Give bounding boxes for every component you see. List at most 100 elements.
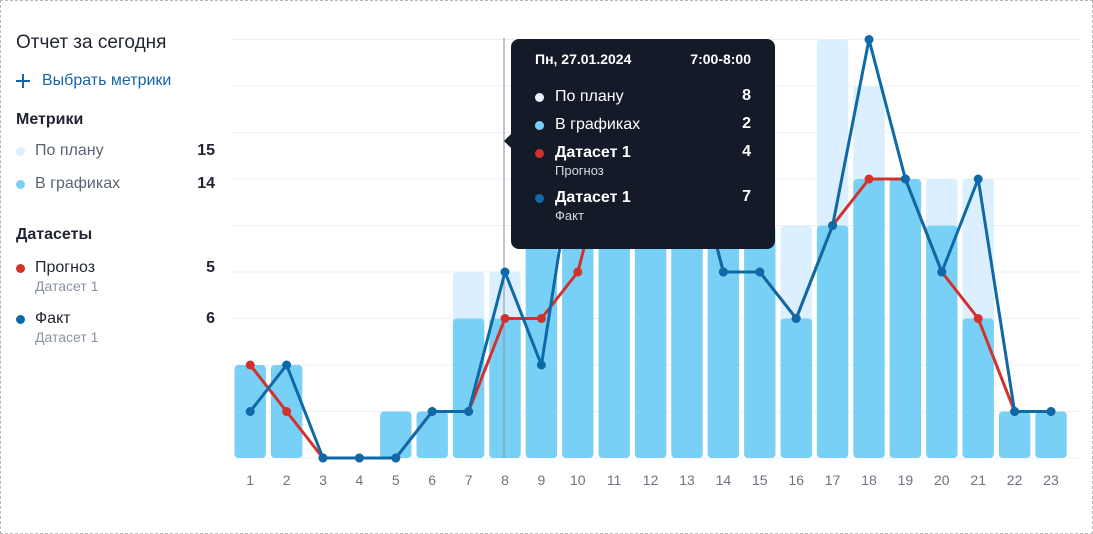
tooltip-arrow (504, 134, 511, 148)
report-title: Отчет за сегодня (16, 32, 167, 53)
series-point (1046, 407, 1056, 416)
metric-label: По плану (35, 142, 104, 159)
legend-dot-icon (535, 92, 544, 102)
dataset-label: Факт (35, 310, 71, 327)
dataset-value: 5 (206, 259, 215, 276)
tooltip: Пн, 27.01.2024 7:00-8:00 По плану 8 В гр… (504, 39, 775, 249)
bar-charts (380, 411, 412, 458)
series-point (245, 360, 255, 370)
x-axis-ticks: 1 2 3 4 5 6 7 8 9 10 11 12 13 14 15 16 17 18 19 20 21 22 23 (246, 472, 1059, 488)
series-point (464, 407, 474, 416)
series-point (282, 360, 292, 370)
select-metrics-label: Выбрать метрики (42, 72, 172, 89)
bar-charts (1035, 411, 1067, 458)
series-point (245, 407, 255, 416)
tooltip-row-label: По плану (555, 88, 624, 105)
x-tick-label: 9 (538, 472, 546, 488)
metric-value: 15 (197, 142, 215, 159)
x-tick-label: 17 (825, 472, 841, 488)
series-point (500, 314, 510, 323)
x-tick-label: 7 (465, 472, 473, 488)
x-tick-label: 8 (501, 472, 509, 488)
metric-value: 14 (197, 175, 215, 192)
bar-charts (962, 318, 994, 458)
series-point (937, 267, 947, 277)
tooltip-row-plan: По плану 8 (535, 83, 751, 111)
series-point (973, 314, 983, 323)
bar-charts (452, 318, 485, 458)
bar-charts (853, 179, 885, 458)
x-tick-label: 19 (898, 472, 914, 488)
series-point (318, 453, 328, 463)
metric-label: В графиках (35, 175, 121, 192)
metric-item-plan[interactable]: По плану 15 (16, 139, 221, 163)
metric-item-charts[interactable]: В графиках 14 (16, 172, 221, 196)
legend-dot-icon (535, 148, 544, 158)
x-tick-label: 10 (570, 472, 586, 488)
series-point (282, 407, 292, 416)
bar-charts (525, 225, 558, 458)
x-tick-label: 13 (679, 472, 695, 488)
series-point (573, 267, 583, 277)
series-point (500, 267, 510, 277)
series-point (900, 174, 910, 184)
tooltip-row-value: 8 (742, 87, 751, 104)
x-tick-label: 23 (1043, 472, 1059, 488)
tooltip-row-fact: Датасет 1 7 (535, 184, 751, 212)
dataset-item-forecast[interactable]: Прогноз 5 (16, 256, 221, 280)
tooltip-row-charts: В графиках 2 (535, 111, 751, 139)
x-tick-label: 5 (392, 472, 400, 488)
bar-charts (889, 179, 922, 458)
series-point (755, 267, 765, 277)
x-tick-label: 18 (861, 472, 877, 488)
tooltip-row-label: В графиках (555, 116, 641, 133)
series-point (718, 267, 728, 277)
legend-dot-icon (535, 120, 544, 130)
select-metrics-button[interactable]: Выбрать метрики (16, 72, 221, 90)
x-tick-label: 1 (246, 472, 254, 488)
x-tick-label: 6 (428, 472, 436, 488)
x-tick-label: 11 (607, 472, 622, 488)
x-tick-label: 15 (752, 472, 768, 488)
x-tick-label: 2 (283, 472, 291, 488)
bar-charts (998, 411, 1031, 458)
x-tick-label: 3 (319, 472, 327, 488)
series-point (536, 360, 546, 370)
plus-icon (16, 74, 30, 88)
x-tick-label: 12 (643, 472, 659, 488)
tooltip-row-sub: Факт (555, 208, 584, 223)
dataset-sub: Датасет 1 (35, 278, 99, 294)
dataset-item-fact[interactable]: Факт 6 (16, 307, 221, 331)
legend-dot-icon (16, 179, 25, 189)
dataset-label: Прогноз (35, 259, 96, 276)
datasets-heading: Датасеты (16, 226, 93, 243)
series-point (973, 174, 983, 184)
metrics-heading: Метрики (16, 111, 84, 128)
bar-charts (926, 225, 958, 458)
series-point (427, 407, 437, 416)
bar-charts (489, 318, 521, 458)
tooltip-time: 7:00-8:00 (690, 51, 751, 67)
series-point (864, 174, 874, 184)
tooltip-row-label: Датасет 1 (555, 189, 631, 206)
series-point (536, 314, 546, 323)
dataset-value: 6 (206, 310, 215, 327)
tooltip-row-forecast: Датасет 1 4 (535, 139, 751, 167)
legend-dot-icon (535, 193, 544, 203)
x-tick-label: 22 (1007, 472, 1023, 488)
x-tick-label: 21 (970, 472, 986, 488)
bar-charts (780, 318, 812, 458)
bar-charts (416, 411, 448, 458)
tooltip-date: Пн, 27.01.2024 (535, 51, 632, 67)
tooltip-row-value: 4 (742, 143, 751, 160)
tooltip-row-label: Датасет 1 (555, 144, 631, 161)
legend-dot-icon (16, 263, 25, 273)
bar-charts (707, 225, 740, 458)
bar-charts (816, 225, 849, 458)
tooltip-row-sub: Прогноз (555, 163, 604, 178)
x-tick-label: 16 (788, 472, 804, 488)
series-point (354, 453, 364, 463)
x-tick-label: 4 (356, 472, 364, 488)
legend-dot-icon (16, 146, 25, 156)
